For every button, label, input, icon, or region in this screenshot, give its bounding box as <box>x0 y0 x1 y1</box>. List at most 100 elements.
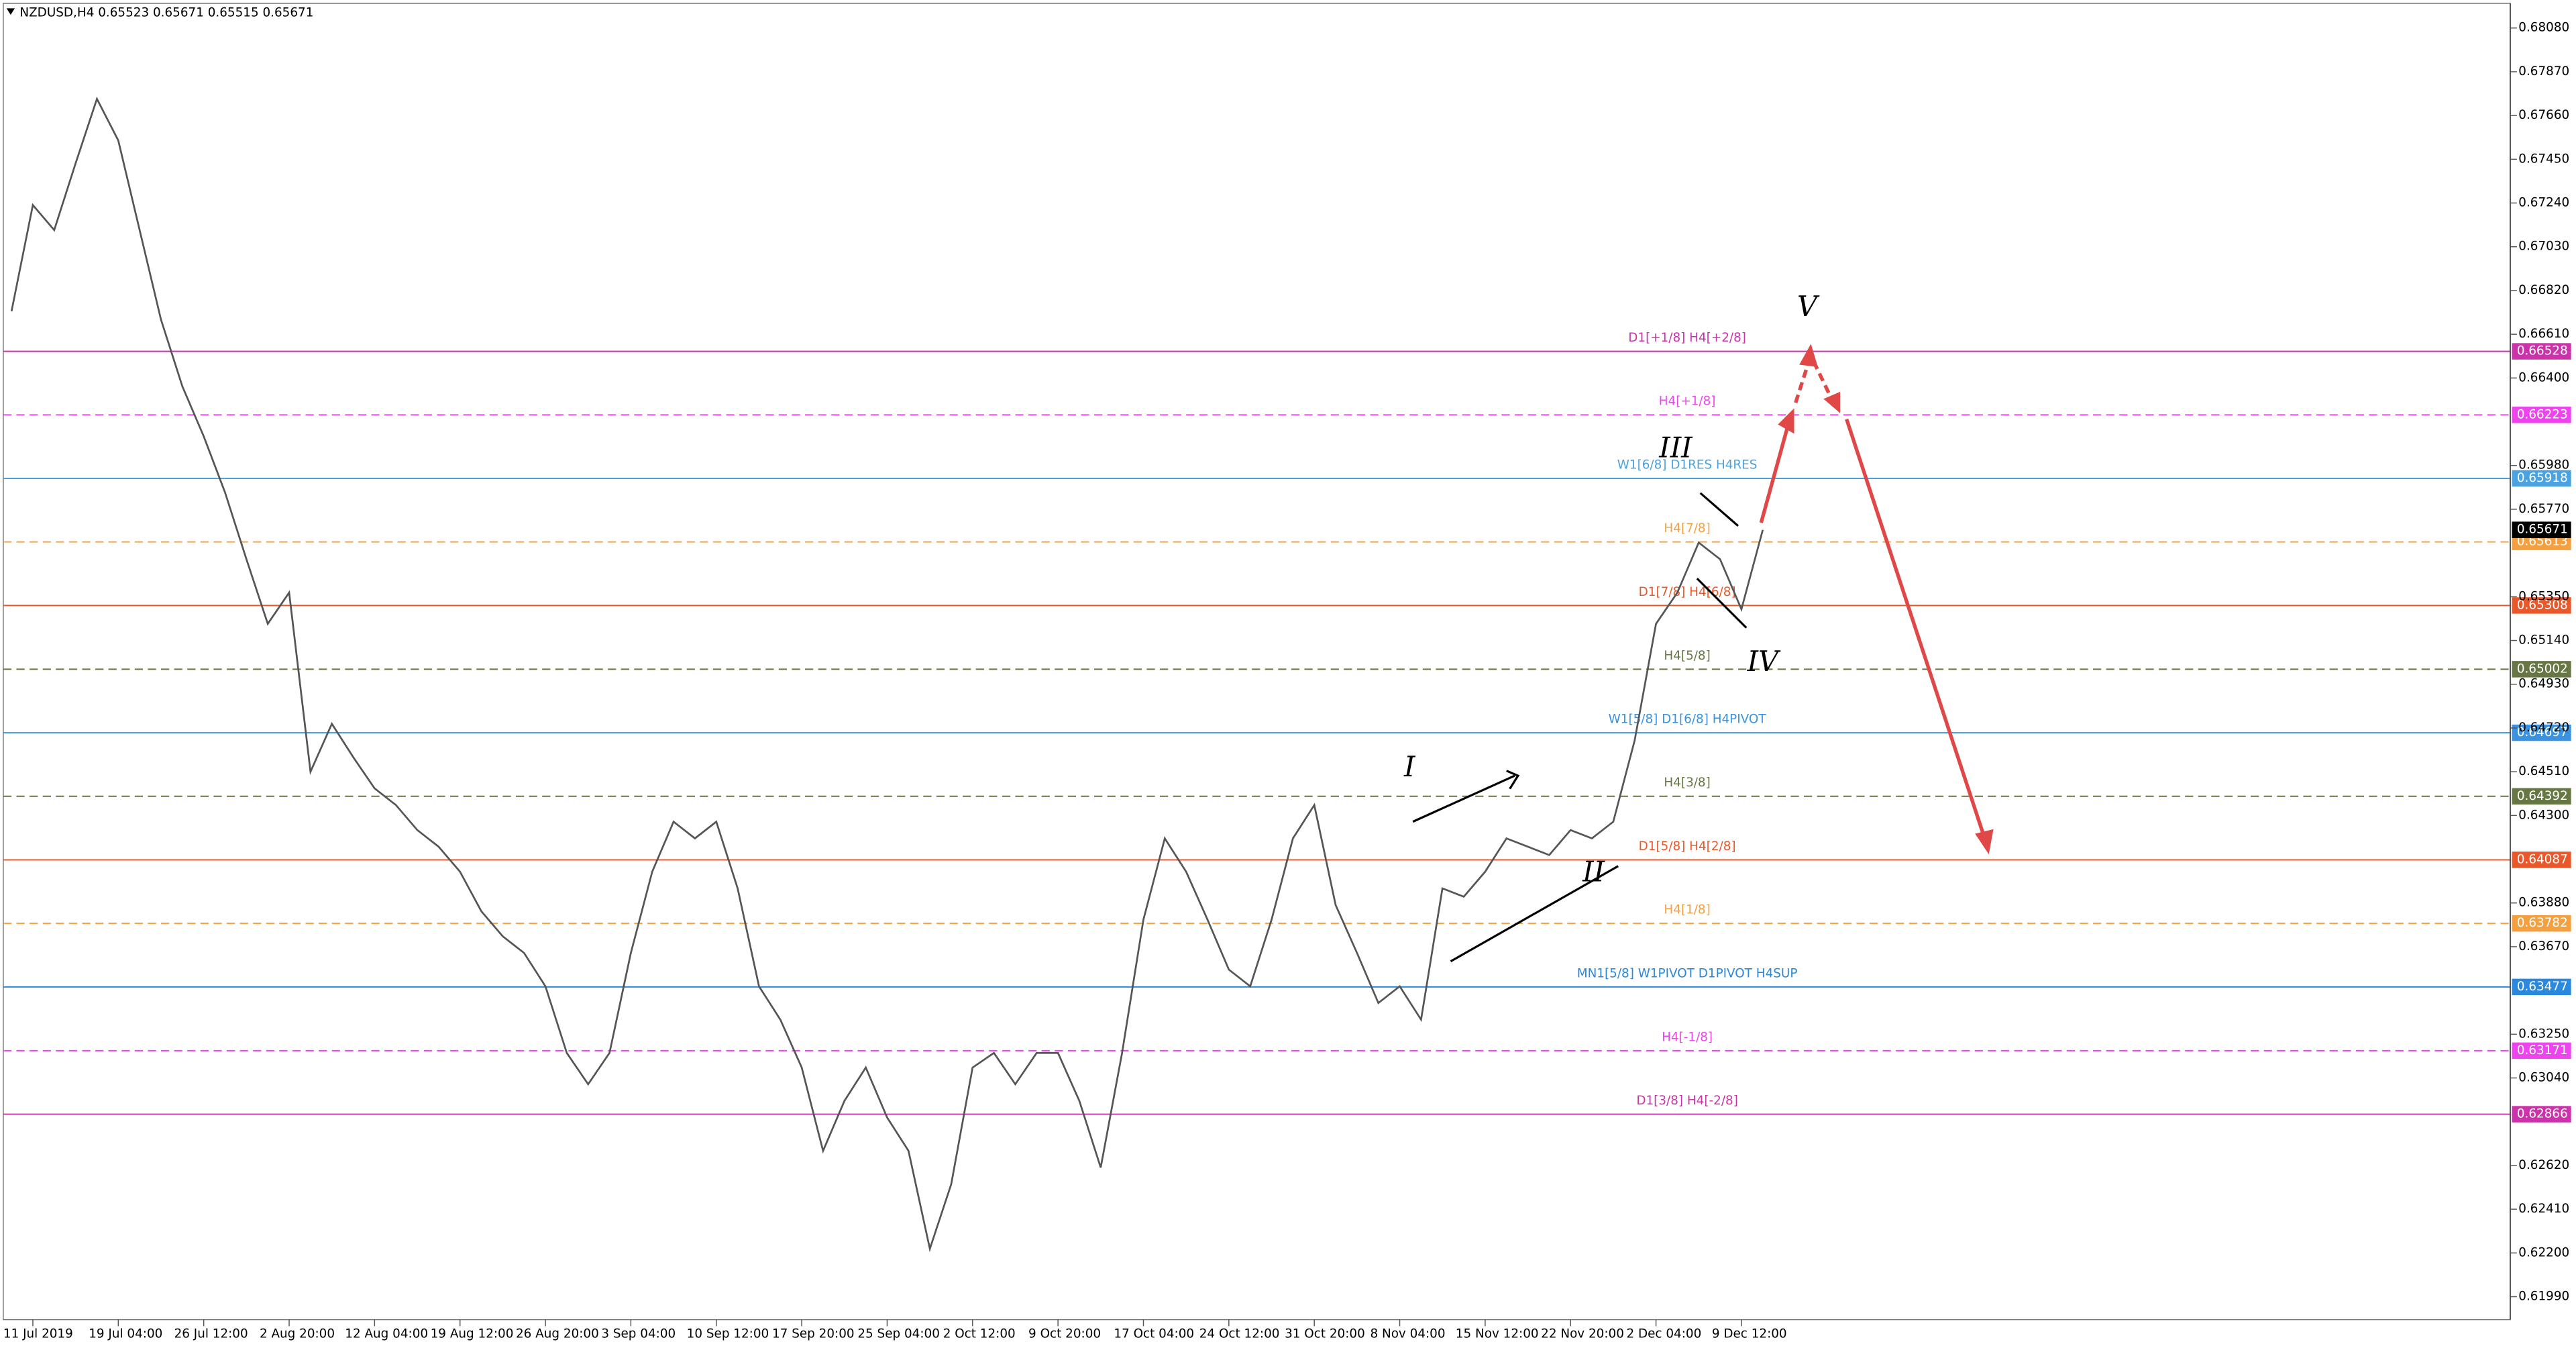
y-tick-label: 0.67870 <box>2518 64 2569 79</box>
x-tick-label: 15 Nov 12:00 <box>1456 1327 1539 1341</box>
projection <box>1759 344 1994 855</box>
y-tick-label: 0.66820 <box>2518 283 2569 297</box>
x-tick-label: 17 Sep 20:00 <box>772 1327 855 1341</box>
arrowhead <box>1506 770 1520 790</box>
arrow <box>1845 418 1986 839</box>
price-tag <box>2512 724 2571 741</box>
current-price-tag <box>2512 521 2571 538</box>
x-tick-label: 19 Aug 12:00 <box>431 1327 514 1341</box>
price-tag <box>2512 597 2571 614</box>
price-tag-label: 0.65308 <box>2517 598 2568 612</box>
y-tick-label: 0.65770 <box>2518 502 2569 516</box>
level-label: H4[-1/8] <box>1662 1030 1713 1044</box>
y-tick-label: 0.62200 <box>2518 1245 2569 1259</box>
y-tick-label: 0.65980 <box>2518 458 2569 472</box>
wave-label: II <box>1582 856 1605 888</box>
y-tick-label: 0.65140 <box>2518 633 2569 648</box>
y-tick-label: 0.63880 <box>2518 896 2569 910</box>
x-tick-label: 3 Sep 04:00 <box>601 1327 676 1341</box>
arrowhead <box>1975 829 1994 855</box>
trendline <box>1412 774 1515 823</box>
y-tick-label: 0.64510 <box>2518 764 2569 778</box>
level-label: D1[+1/8] H4[+2/8] <box>1628 331 1746 345</box>
price-tag <box>2512 1042 2571 1059</box>
price-tag-label: 0.63171 <box>2517 1043 2568 1057</box>
trendline <box>1450 865 1619 963</box>
price-tag-label: 0.66223 <box>2517 407 2568 421</box>
x-tick-label: 2 Oct 12:00 <box>943 1327 1016 1341</box>
arrowhead <box>1778 408 1794 434</box>
price-tag <box>2512 1106 2571 1123</box>
trendline <box>1699 492 1739 527</box>
arrowhead <box>1823 391 1841 413</box>
level-label: D1[3/8] H4[-2/8] <box>1636 1094 1738 1108</box>
price-tag <box>2512 788 2571 805</box>
chart-title: NZDUSD,H4 0.65523 0.65671 0.65515 0.6567… <box>19 6 313 20</box>
level-label: W1[6/8] D1RES H4RES <box>1617 458 1758 472</box>
arrow <box>1759 427 1790 523</box>
y-tick-label: 0.66400 <box>2518 370 2569 384</box>
x-tick-label: 9 Oct 20:00 <box>1028 1327 1101 1341</box>
x-tick-label: 24 Oct 12:00 <box>1199 1327 1280 1341</box>
price-tag-label: 0.65002 <box>2517 662 2568 676</box>
level-label: D1[5/8] H4[2/8] <box>1639 839 1736 853</box>
x-tick-label: 11 Jul 2019 <box>3 1327 73 1341</box>
wave-label: I <box>1403 750 1416 783</box>
y-tick-label: 0.67450 <box>2518 152 2569 166</box>
x-tick-label: 19 Jul 04:00 <box>89 1327 162 1341</box>
y-tick-label: 0.67240 <box>2518 196 2569 210</box>
x-tick-label: 10 Sep 12:00 <box>687 1327 769 1341</box>
y-tick-label: 0.67030 <box>2518 240 2569 254</box>
arrowhead <box>1799 344 1818 368</box>
y-tick-label: 0.66610 <box>2518 327 2569 341</box>
y-tick-label: 0.63670 <box>2518 939 2569 953</box>
price-tag <box>2512 470 2571 487</box>
price-tag <box>2512 978 2571 996</box>
price-tag-label: 0.65918 <box>2517 471 2568 485</box>
wave-label: III <box>1658 431 1693 464</box>
price-tag-label: 0.64392 <box>2517 789 2568 803</box>
price-tag <box>2512 343 2571 360</box>
y-tick-label: 0.64930 <box>2518 677 2569 691</box>
x-tick-label: 12 Aug 04:00 <box>345 1327 428 1341</box>
x-tick-label: 2 Dec 04:00 <box>1626 1327 1701 1341</box>
title-icon <box>6 8 15 15</box>
current-price-label: 0.65671 <box>2517 523 2568 537</box>
y-tick-label: 0.65350 <box>2518 589 2569 603</box>
y-tick-label: 0.68080 <box>2518 21 2569 35</box>
level-label: H4[1/8] <box>1664 903 1710 917</box>
x-tick-label: 2 Aug 20:00 <box>260 1327 335 1341</box>
price-tag-label: 0.62866 <box>2517 1107 2568 1121</box>
price-tag-label: 0.65613 <box>2517 535 2568 549</box>
arrow <box>1812 360 1835 404</box>
price-tag-label: 0.64697 <box>2517 725 2568 739</box>
y-tick-label: 0.67660 <box>2518 108 2569 122</box>
price <box>10 96 1764 1253</box>
x-tick-label: 8 Nov 04:00 <box>1370 1327 1445 1341</box>
price-tag <box>2512 915 2571 932</box>
wave-label: V <box>1797 290 1820 323</box>
x-tick-label: 17 Oct 04:00 <box>1114 1327 1194 1341</box>
x-tick-label: 26 Jul 12:00 <box>174 1327 248 1341</box>
drawings <box>1412 492 1748 963</box>
y-tick-label: 0.63250 <box>2518 1027 2569 1041</box>
levels: D1[+1/8] H4[+2/8] 0.66528 H4[+1/8] 0.66223 W… <box>3 331 2571 1123</box>
price-line <box>10 96 1764 1253</box>
price-tag-label: 0.64087 <box>2517 852 2568 866</box>
price-tag-label: 0.63477 <box>2517 980 2568 994</box>
level-label: D1[7/8] H4[6/8] <box>1639 585 1736 599</box>
price-tag-label: 0.66528 <box>2517 344 2568 358</box>
x-tick-label: 9 Dec 12:00 <box>1712 1327 1787 1341</box>
x-tick-label: 26 Aug 20:00 <box>516 1327 599 1341</box>
y-tick-label: 0.62410 <box>2518 1202 2569 1216</box>
level-label: H4[3/8] <box>1664 776 1710 790</box>
trendline <box>1696 578 1748 629</box>
wave-label: IV <box>1746 645 1780 678</box>
y-tick-label: 0.62620 <box>2518 1158 2569 1172</box>
arrow <box>1794 361 1811 403</box>
level-label: H4[7/8] <box>1664 521 1710 535</box>
y-tick-label: 0.64720 <box>2518 721 2569 735</box>
level-label: W1[5/8] D1[6/8] H4PIVOT <box>1609 712 1767 726</box>
